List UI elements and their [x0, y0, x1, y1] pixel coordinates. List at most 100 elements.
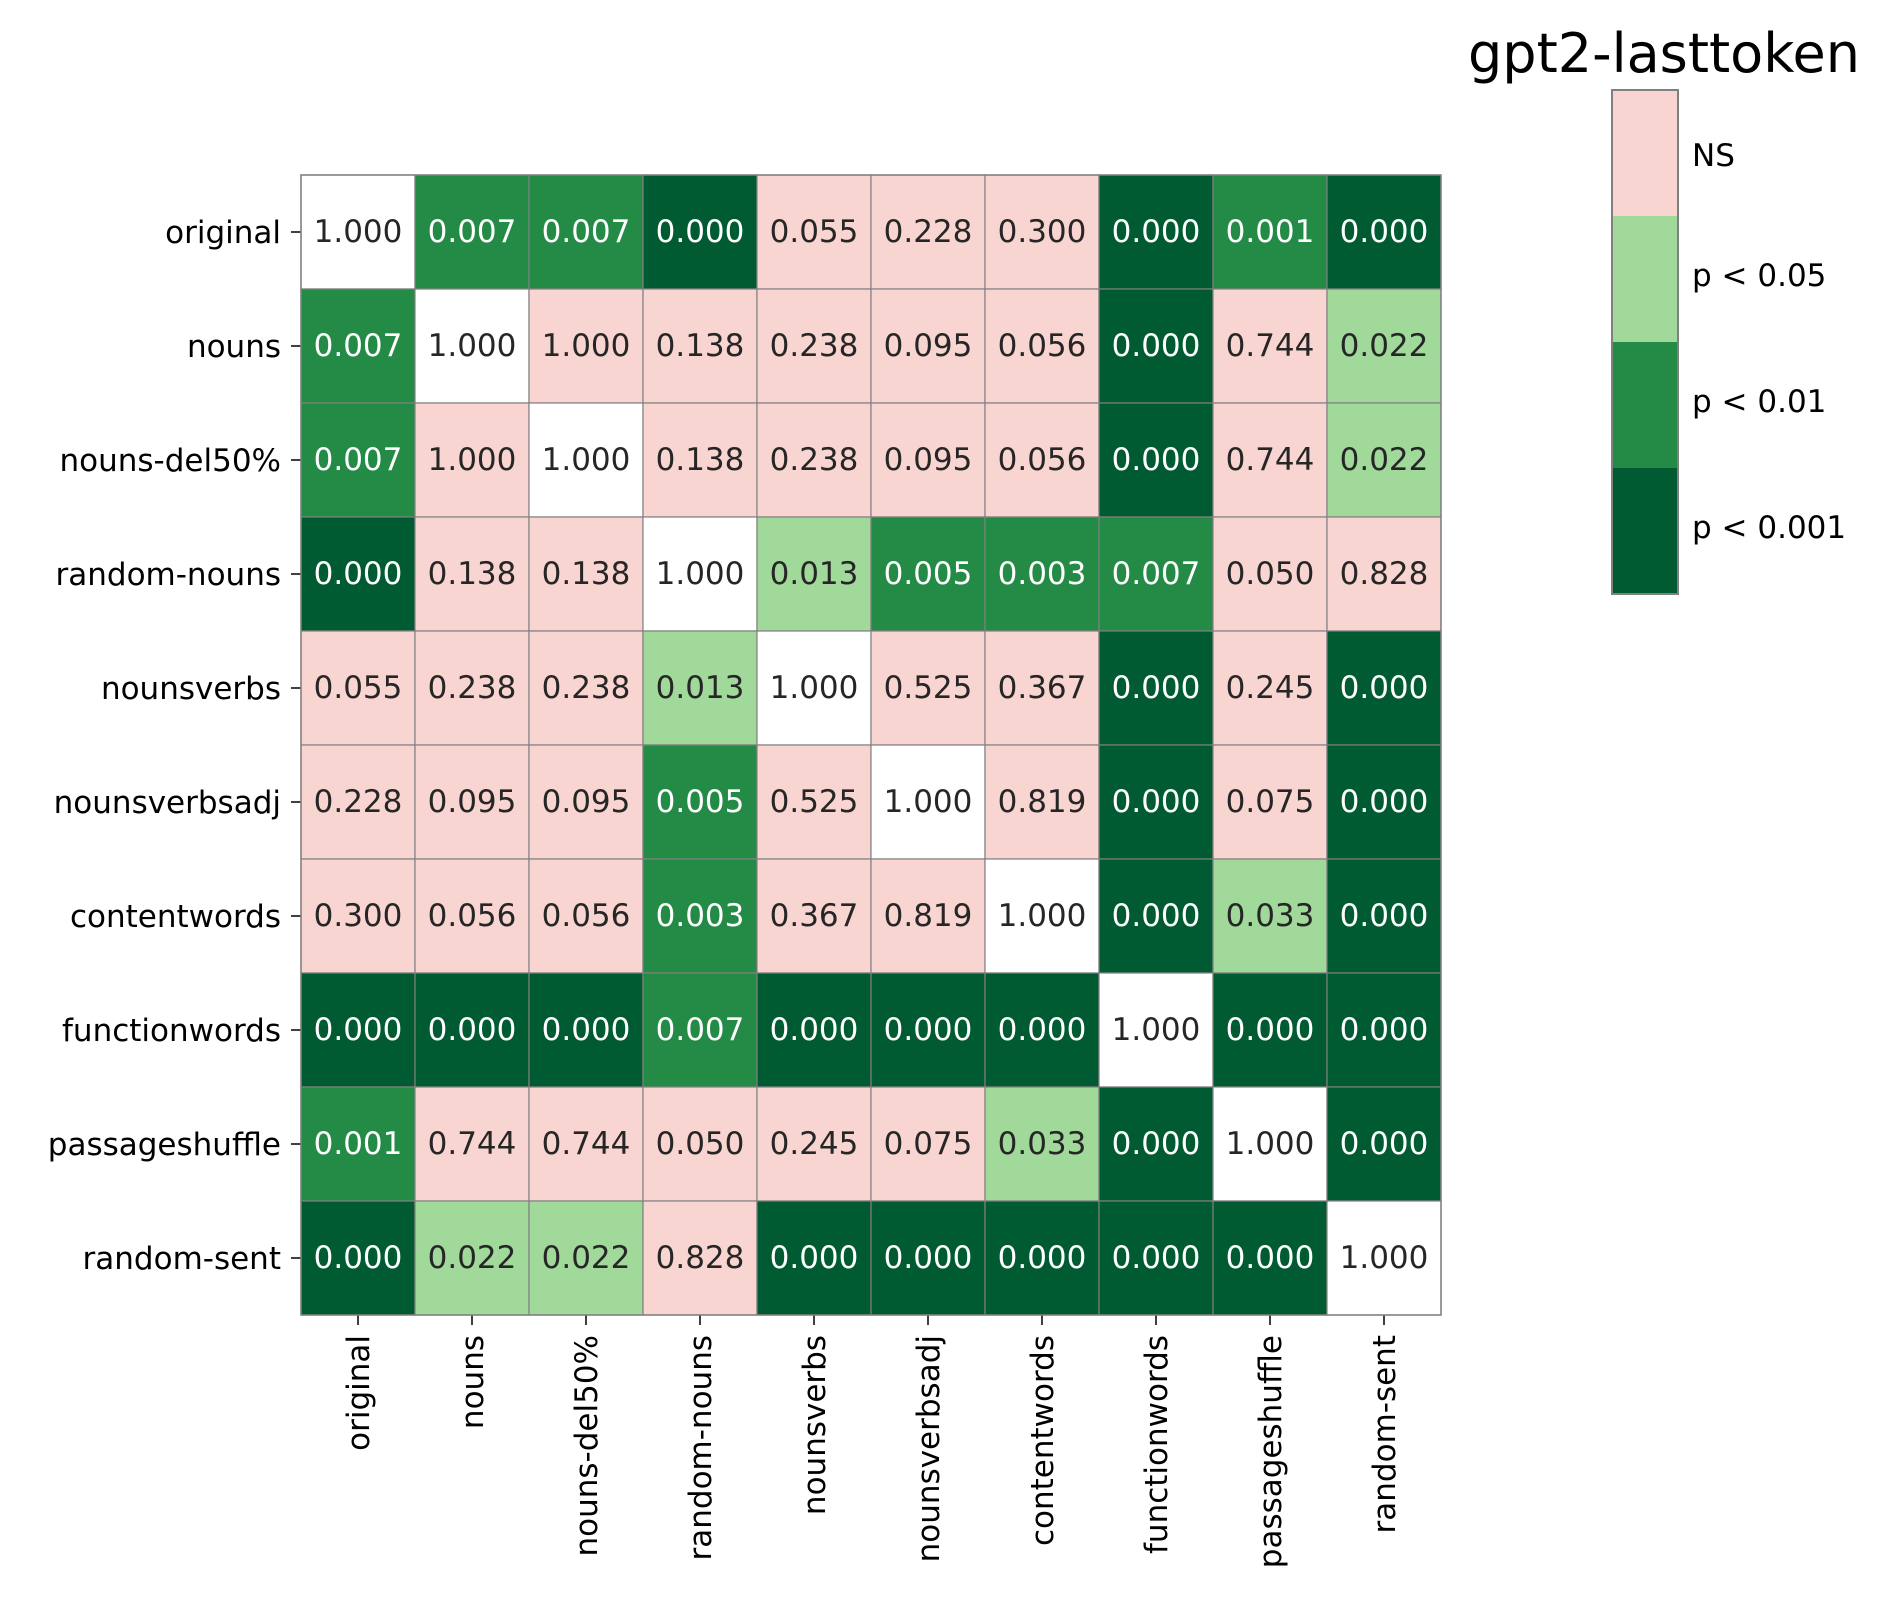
heatmap-cell [1326, 174, 1442, 290]
cell-value-label: 0.022 [542, 1240, 631, 1276]
heatmap-cell [870, 516, 986, 632]
heatmap-cell [642, 288, 758, 404]
heatmap-cell [300, 744, 416, 860]
heatmap-cell [870, 288, 986, 404]
heatmap-cell [1212, 858, 1328, 974]
heatmap-cell [1098, 402, 1214, 518]
cell-value-label: 0.245 [1226, 670, 1315, 706]
cell-value-label: 0.022 [1340, 328, 1429, 364]
cell-value-label: 1.000 [770, 670, 859, 706]
heatmap-cell [642, 972, 758, 1088]
heatmap-cell [1098, 516, 1214, 632]
cell-value-label: 1.000 [656, 556, 745, 592]
cell-value-label: 0.000 [1340, 898, 1429, 934]
cell-value-label: 0.300 [314, 898, 403, 934]
cell-value-label: 0.055 [314, 670, 403, 706]
cell-value-label: 0.022 [428, 1240, 517, 1276]
y-tick-label: contentwords [70, 899, 281, 935]
x-tick-label: random-sent [1367, 1335, 1403, 1533]
cell-value-label: 0.095 [542, 784, 631, 820]
cell-value-label: 0.000 [1112, 328, 1201, 364]
cell-value-label: 1.000 [542, 442, 631, 478]
x-tick-label: original [341, 1335, 377, 1451]
heatmap-cell [528, 288, 644, 404]
heatmap-cell [1098, 858, 1214, 974]
cell-value-label: 0.001 [1226, 214, 1315, 250]
cell-value-label: 0.003 [998, 556, 1087, 592]
heatmap-cell [984, 972, 1100, 1088]
y-tick-label: nounsverbsadj [54, 785, 281, 821]
heatmap-cell [870, 858, 986, 974]
cell-value-label: 0.022 [1340, 442, 1429, 478]
heatmap-cell [300, 174, 416, 290]
cell-value-label: 0.000 [1112, 442, 1201, 478]
heatmap-cell [1212, 1200, 1328, 1316]
x-tick-label: functionwords [1139, 1335, 1175, 1554]
heatmap-cell [414, 402, 530, 518]
heatmap-cell [756, 1200, 872, 1316]
cell-value-label: 0.828 [1340, 556, 1429, 592]
heatmap-cell [1098, 972, 1214, 1088]
heatmap-cell [984, 1200, 1100, 1316]
cell-value-label: 0.033 [998, 1126, 1087, 1162]
heatmap-cell [642, 1200, 758, 1316]
heatmap-cell [756, 174, 872, 290]
heatmap-cell [984, 516, 1100, 632]
legend-swatch [1612, 468, 1678, 594]
cell-value-label: 0.138 [428, 556, 517, 592]
cell-value-label: 0.013 [656, 670, 745, 706]
cell-value-label: 1.000 [542, 328, 631, 364]
cell-value-label: 0.238 [770, 442, 859, 478]
heatmap-cell [870, 744, 986, 860]
heatmap-cell [756, 516, 872, 632]
x-tick-label: contentwords [1025, 1335, 1061, 1546]
cell-value-label: 0.000 [1112, 1126, 1201, 1162]
heatmap-cell [300, 402, 416, 518]
cell-value-label: 0.828 [656, 1240, 745, 1276]
heatmap-cell-labels: 1.000 0.007 0.007 0.000 0.055 0.228 0.300 0.000… [314, 214, 1429, 1276]
cell-value-label: 0.013 [770, 556, 859, 592]
cell-value-label: 0.007 [1112, 556, 1201, 592]
cell-value-label: 0.138 [542, 556, 631, 592]
cell-value-label: 0.000 [314, 556, 403, 592]
cell-value-label: 0.744 [1226, 328, 1315, 364]
y-tick-label: nouns-del50% [59, 443, 281, 479]
heatmap-cell [1326, 288, 1442, 404]
legend-label: p < 0.001 [1692, 510, 1846, 546]
cell-value-label: 0.050 [1226, 556, 1315, 592]
cell-value-label: 0.075 [1226, 784, 1315, 820]
legend-frame [1611, 89, 1679, 595]
cell-value-label: 0.367 [770, 898, 859, 934]
heatmap-cell [1098, 1086, 1214, 1202]
heatmap-cell [984, 402, 1100, 518]
heatmap-cell [414, 1200, 530, 1316]
heatmap-cell [1098, 288, 1214, 404]
cell-value-label: 0.245 [770, 1126, 859, 1162]
x-tick-label: passageshuffle [1253, 1335, 1289, 1568]
heatmap-cell [414, 288, 530, 404]
y-tick-label: original [165, 215, 281, 251]
cell-value-label: 0.000 [998, 1240, 1087, 1276]
cell-value-label: 0.095 [884, 442, 973, 478]
cell-value-label: 1.000 [998, 898, 1087, 934]
cell-value-label: 0.138 [656, 442, 745, 478]
heatmap-cell [1212, 1086, 1328, 1202]
heatmap-cell [300, 516, 416, 632]
cell-value-label: 0.000 [428, 1012, 517, 1048]
cell-value-label: 0.007 [314, 328, 403, 364]
heatmap-cell [984, 630, 1100, 746]
heatmap-cell [1098, 174, 1214, 290]
y-tick-label: random-nouns [56, 557, 281, 593]
cell-value-label: 0.744 [542, 1126, 631, 1162]
cell-value-label: 0.000 [314, 1012, 403, 1048]
heatmap-cell [756, 744, 872, 860]
heatmap-cell [1212, 516, 1328, 632]
heatmap-cell [1326, 1200, 1442, 1316]
y-axis: original nouns nouns-del50% random-nouns nou… [48, 215, 301, 1277]
plot-frame [300, 174, 1442, 1316]
x-tick-label: nounsverbs [797, 1335, 833, 1515]
legend-swatch [1612, 90, 1678, 216]
cell-value-label: 0.095 [884, 328, 973, 364]
cell-value-label: 0.000 [770, 1240, 859, 1276]
heatmap-cell [414, 174, 530, 290]
